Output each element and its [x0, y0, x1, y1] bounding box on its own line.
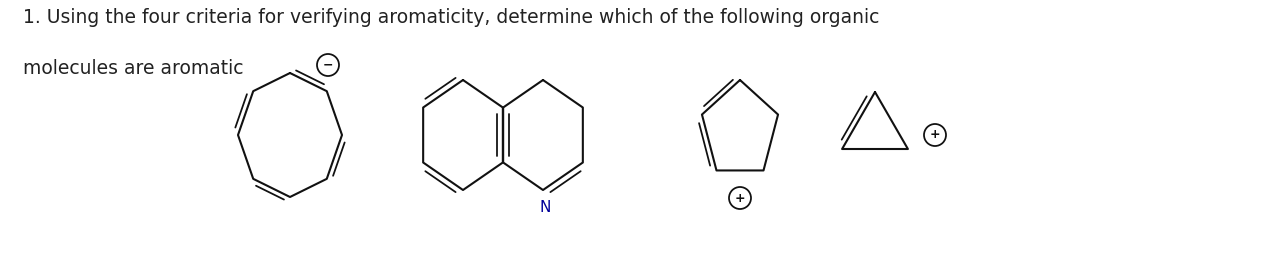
- Text: 1. Using the four criteria for verifying aromaticity, determine which of the fol: 1. Using the four criteria for verifying…: [23, 8, 880, 27]
- Text: N: N: [540, 200, 551, 215]
- Text: molecules are aromatic: molecules are aromatic: [23, 59, 243, 78]
- Text: +: +: [930, 129, 940, 141]
- Text: −: −: [322, 59, 334, 72]
- Text: +: +: [734, 191, 746, 204]
